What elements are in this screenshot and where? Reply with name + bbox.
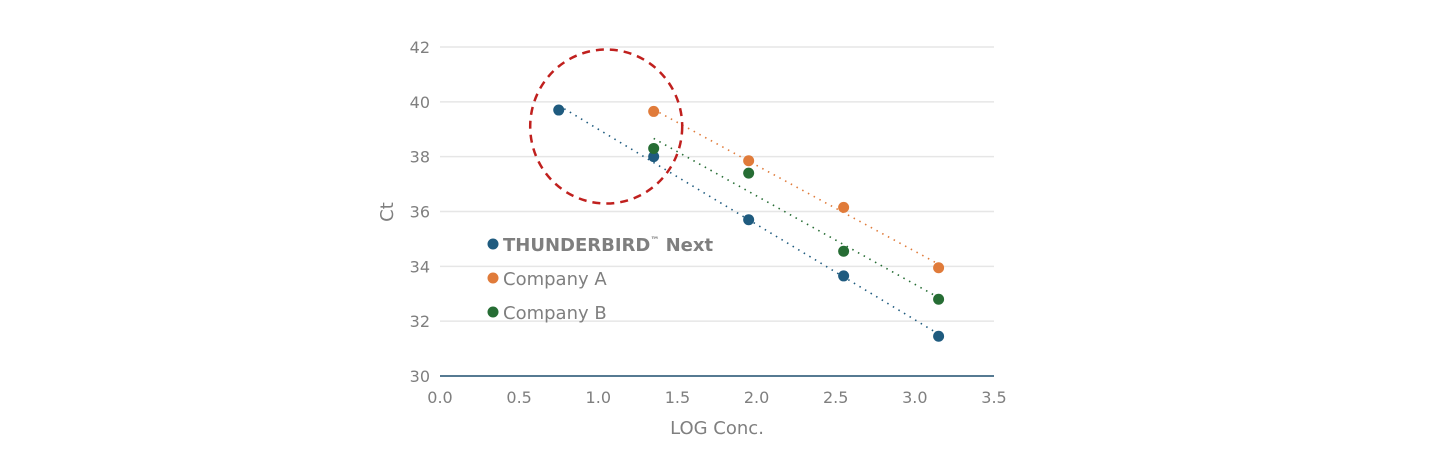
data-points [553,104,945,342]
gridlines [440,46,994,377]
highlight-circle [528,48,684,205]
y-axis-label: Ct [377,202,398,222]
data-point [648,151,660,163]
x-tick-label: 3.0 [902,388,927,407]
data-point [933,262,945,274]
y-tick-label: 38 [410,148,430,167]
x-tick-label: 2.5 [823,388,848,407]
x-tick-label: 0.0 [427,388,452,407]
legend-label: Company A [503,269,607,290]
legend-marker [487,272,499,284]
y-tick-label: 30 [410,367,430,386]
y-tick-label: 42 [410,38,430,57]
x-tick-label: 3.5 [981,388,1006,407]
data-point [838,201,850,213]
legend-marker [487,306,499,318]
legend: THUNDERBIRD™ Next Company A Company B [487,235,713,324]
data-point [933,293,945,305]
y-tick-label: 36 [410,203,430,222]
y-tick-label: 40 [410,93,430,112]
x-tick-label: 1.5 [665,388,690,407]
data-point [743,214,755,226]
x-tick-label: 1.0 [586,388,611,407]
data-point [838,245,850,257]
x-axis-label: LOG Conc. [670,418,764,439]
data-point [933,330,945,342]
data-point [553,104,565,116]
legend-label: THUNDERBIRD™ Next [503,235,713,256]
data-point [743,155,755,167]
trendline [653,137,939,299]
y-tick-label: 34 [410,257,430,276]
data-point [838,270,850,282]
tick-labels: 30 32 34 36 38 40 42 0.0 0.5 1.0 1.5 2.0 2.5 3.0 3.5 [410,38,1007,407]
x-tick-label: 0.5 [506,388,531,407]
data-point [648,105,660,117]
x-tick-label: 2.0 [744,388,769,407]
legend-marker [487,238,499,250]
legend-label: Company B [503,303,607,324]
data-point [743,167,755,179]
data-point [648,142,660,154]
y-tick-label: 32 [410,312,430,331]
